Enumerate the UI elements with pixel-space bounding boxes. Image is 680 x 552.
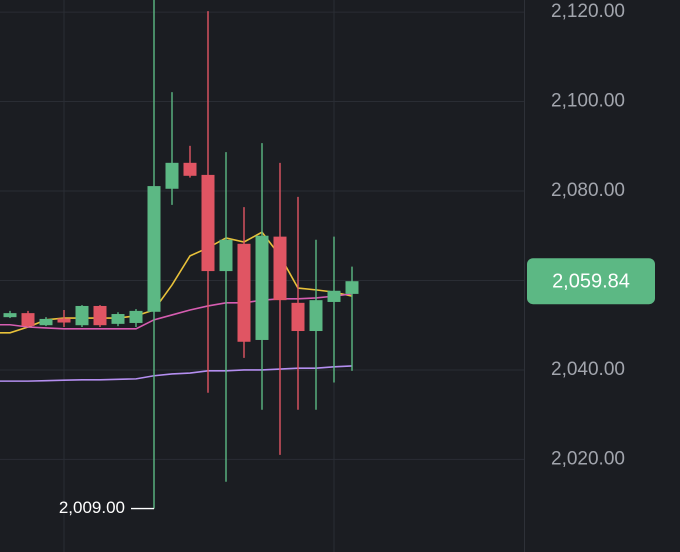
candle-body (3, 313, 17, 318)
moving-average-line (0, 365, 353, 382)
low-annotation-label: 2,009.00 (59, 498, 125, 517)
last-price-label: 2,059.84 (552, 270, 630, 292)
y-tick-label: 2,100.00 (551, 91, 625, 112)
y-tick-label: 2,020.00 (551, 448, 625, 469)
y-tick-label: 2,080.00 (551, 180, 625, 201)
candle-body (165, 162, 179, 189)
candle-body (309, 300, 323, 332)
plot-area (0, 0, 359, 509)
candle-body (57, 318, 71, 323)
candle-body (21, 313, 35, 327)
candle-body (183, 162, 197, 176)
candle-body (237, 243, 251, 342)
price-axis: 2,020.002,040.002,060.002,080.002,100.00… (551, 1, 625, 469)
moving-average-line (0, 293, 353, 330)
candle-body (147, 186, 161, 312)
candle-body (75, 305, 89, 326)
candle-body (327, 290, 341, 302)
candle-body (129, 310, 143, 323)
y-tick-label: 2,040.00 (551, 359, 625, 380)
candle-body (273, 236, 287, 301)
candle-body (39, 318, 53, 326)
last-price-tag (527, 258, 655, 305)
candle-body (93, 305, 107, 326)
candle-body (201, 174, 215, 272)
candle-body (111, 314, 125, 324)
y-tick-label: 2,120.00 (551, 1, 625, 22)
candle-body (345, 281, 359, 294)
candle-body (219, 239, 233, 272)
candle-body (291, 302, 305, 332)
candle-body (255, 235, 269, 340)
